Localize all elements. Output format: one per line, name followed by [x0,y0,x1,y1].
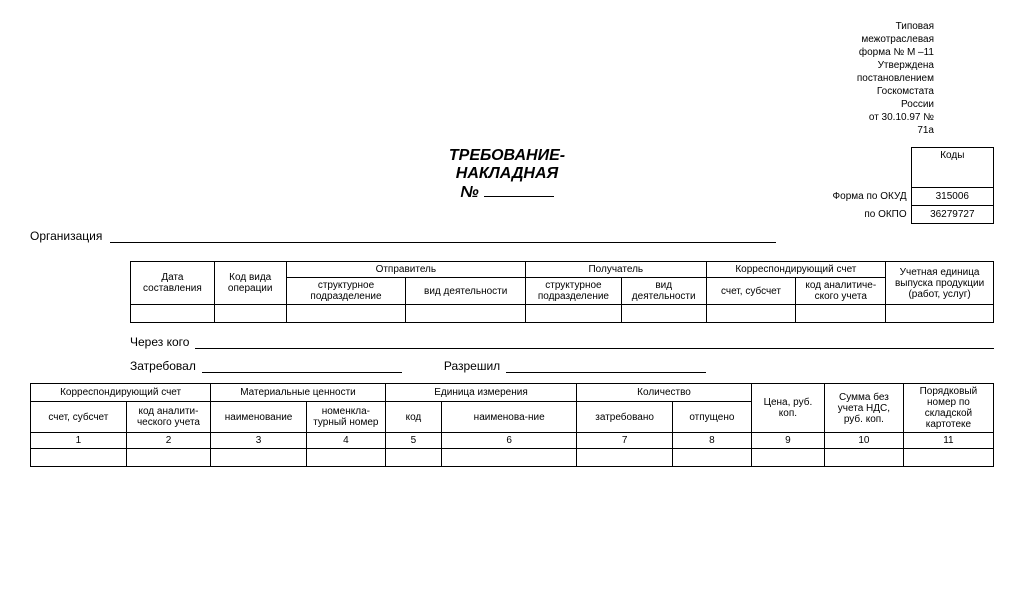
cell[interactable] [796,305,886,323]
colnum: 3 [211,433,307,449]
col-rel: отпущено [672,402,751,433]
col-corr: Корреспондирующий счет [706,262,886,278]
col-req: затребовано [577,402,673,433]
okud-value: 315006 [911,188,993,206]
approval-line: от 30.10.97 № [30,111,934,124]
org-label: Организация [30,229,102,243]
col-mname: наименова-ние [442,402,577,433]
cell[interactable] [211,449,307,467]
colnum: 10 [825,433,904,449]
col-unit-out: Учетная единица выпуска продукции (работ… [886,262,994,305]
cell[interactable] [385,449,441,467]
approval-block: Типовая межотраслевая форма № М –11 Утве… [30,20,994,137]
colnum: 8 [672,433,751,449]
codes-header: Коды [911,148,993,188]
col-corr2: Корреспондирующий счет [31,384,211,402]
organization-row: Организация [30,229,994,243]
col-measure: Единица измерения [385,384,576,402]
col-opcode: Код вида операции [214,262,286,305]
document-number-field[interactable] [484,183,554,197]
col-analytic2: код аналити-ческого учета [126,402,210,433]
cell[interactable] [706,305,796,323]
items-table: Корреспондирующий счет Материальные ценн… [30,383,994,467]
colnum: 2 [126,433,210,449]
col-sum: Сумма без учета НДС, руб. коп. [825,384,904,433]
approval-line: форма № М –11 [30,46,934,59]
cell[interactable] [442,449,577,467]
colnum: 4 [306,433,385,449]
cell[interactable] [621,305,706,323]
col-s-div: структурное подразделение [286,278,406,305]
cell[interactable] [577,449,673,467]
cell[interactable] [131,305,215,323]
colnum: 6 [442,433,577,449]
col-date: Дата составления [131,262,215,305]
col-r-div: структурное подразделение [526,278,622,305]
col-price: Цена, руб. коп. [751,384,824,433]
cell[interactable] [126,449,210,467]
col-sender: Отправитель [286,262,525,278]
col-account2: счет, субсчет [31,402,127,433]
cell[interactable] [214,305,286,323]
cell[interactable] [286,305,406,323]
colnum: 7 [577,433,673,449]
cell[interactable] [903,449,993,467]
col-r-act: вид деятельности [621,278,706,305]
col-receiver: Получатель [526,262,707,278]
through-field[interactable] [195,335,994,349]
cell[interactable] [406,305,526,323]
okpo-label: по ОКПО [784,206,911,224]
col-code: код [385,402,441,433]
cell[interactable] [825,449,904,467]
col-nom: номенкла-турный номер [306,402,385,433]
requested-approved-row: Затребовал Разрешил [130,359,994,373]
title-num-label: № [460,184,478,202]
approval-line: Утверждена [30,59,934,72]
org-field[interactable] [110,229,776,243]
approval-line: Типовая [30,20,934,33]
okud-label: Форма по ОКУД [784,188,911,206]
through-row: Через кого [130,335,994,349]
col-s-act: вид деятельности [406,278,526,305]
col-order: Порядковый номер по складской картотеке [903,384,993,433]
cell[interactable] [886,305,994,323]
col-analytic: код аналитиче-ского учета [796,278,886,305]
cell[interactable] [751,449,824,467]
requested-label: Затребовал [130,359,196,373]
approved-field[interactable] [506,359,706,373]
colnum: 9 [751,433,824,449]
cell[interactable] [672,449,751,467]
codes-box: Коды Форма по ОКУД315006 по ОКПО36279727 [784,147,994,224]
title-codes-row: ТРЕБОВАНИЕ- НАКЛАДНАЯ № Коды Форма по ОК… [30,147,994,224]
col-account: счет, субсчет [706,278,796,305]
through-label: Через кого [130,335,189,349]
document-title: ТРЕБОВАНИЕ- НАКЛАДНАЯ № [30,147,784,202]
approval-line: 71а [30,124,934,137]
colnum: 11 [903,433,993,449]
col-name: наименование [211,402,307,433]
colnum: 5 [385,433,441,449]
approval-line: межотраслевая [30,33,934,46]
requested-field[interactable] [202,359,402,373]
okpo-value: 36279727 [911,206,993,224]
colnum: 1 [31,433,127,449]
title-line1: ТРЕБОВАНИЕ- [230,147,784,165]
title-line2: НАКЛАДНАЯ [230,165,784,183]
header-table: Дата составления Код вида операции Отпра… [130,261,994,323]
col-qty: Количество [577,384,752,402]
col-material: Материальные ценности [211,384,386,402]
approval-line: России [30,98,934,111]
cell[interactable] [31,449,127,467]
approval-line: постановлением [30,72,934,85]
cell[interactable] [526,305,622,323]
cell[interactable] [306,449,385,467]
approval-line: Госкомстата [30,85,934,98]
approved-label: Разрешил [444,359,500,373]
